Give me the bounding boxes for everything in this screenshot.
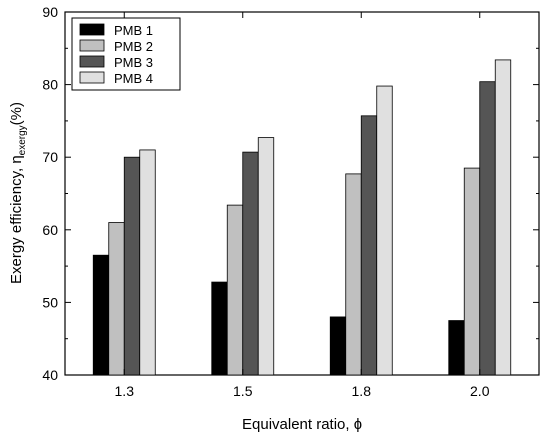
y-axis-label-subscript: exergy (17, 125, 28, 155)
bar-pmb-4-1.5 (257, 137, 275, 376)
y-axis-label-main: Exergy efficiency, η (8, 155, 25, 284)
x-tick-label: 2.0 (470, 383, 490, 399)
legend-label: PMB 3 (114, 55, 153, 70)
y-tick-label: 80 (42, 77, 58, 93)
bar-pmb-4-2.0 (494, 59, 512, 376)
x-axis-label: Equivalent ratio, ɸ (242, 416, 362, 433)
y-tick-label: 70 (42, 149, 58, 165)
y-tick-label: 90 (42, 4, 58, 20)
x-axis: 1.3 1.5 1.8 2.0 (115, 12, 490, 399)
bar-pmb-2-2.0 (463, 167, 481, 376)
legend-label: PMB 2 (114, 39, 153, 54)
y-axis-label: Exergy efficiency, ηexergy(%) (8, 102, 28, 284)
y-axis-label-unit: (%) (8, 102, 25, 125)
y-tick-label: 50 (42, 294, 58, 310)
bar-pmb-4-1.3 (139, 149, 156, 376)
x-tick-label: 1.8 (352, 383, 372, 399)
bar-pmb-1-2.0 (448, 320, 465, 376)
bar-pmb-2-1.8 (345, 173, 362, 376)
bar-pmb-2-1.5 (226, 204, 244, 376)
bar-pmb-1-1.8 (329, 316, 347, 376)
bar-pmb-4-1.8 (376, 85, 393, 376)
legend-label: PMB 1 (114, 23, 153, 38)
bar-pmb-1-1.3 (92, 254, 110, 376)
x-tick-label: 1.5 (233, 383, 253, 399)
y-tick-label: 60 (42, 222, 58, 238)
bar-pmb-1-1.5 (211, 281, 228, 376)
bar-pmb-3-2.0 (479, 81, 496, 376)
legend-swatch (79, 71, 105, 84)
legend-swatch (79, 55, 105, 68)
bar-pmb-3-1.5 (242, 151, 259, 376)
bar-pmb-2-1.3 (108, 222, 125, 376)
bars-group (92, 59, 512, 376)
y-axis: 40 50 60 70 80 90 (42, 4, 539, 383)
x-tick-label: 1.3 (115, 383, 135, 399)
bar-pmb-3-1.8 (360, 115, 378, 376)
legend-label: PMB 4 (114, 71, 153, 86)
legend-swatch (79, 23, 105, 36)
y-tick-label: 40 (42, 367, 58, 383)
legend-swatch (79, 39, 105, 52)
bar-pmb-3-1.3 (123, 156, 141, 376)
